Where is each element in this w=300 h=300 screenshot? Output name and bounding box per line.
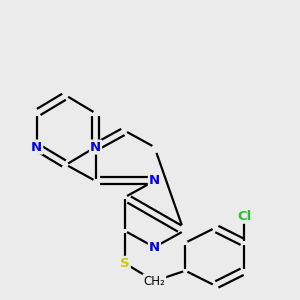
Text: Cl: Cl	[237, 210, 251, 223]
Text: CH₂: CH₂	[143, 274, 165, 287]
Text: N: N	[149, 174, 160, 188]
Text: S: S	[120, 257, 130, 270]
Text: N: N	[31, 141, 42, 154]
Text: N: N	[90, 141, 101, 154]
Text: N: N	[149, 241, 160, 254]
